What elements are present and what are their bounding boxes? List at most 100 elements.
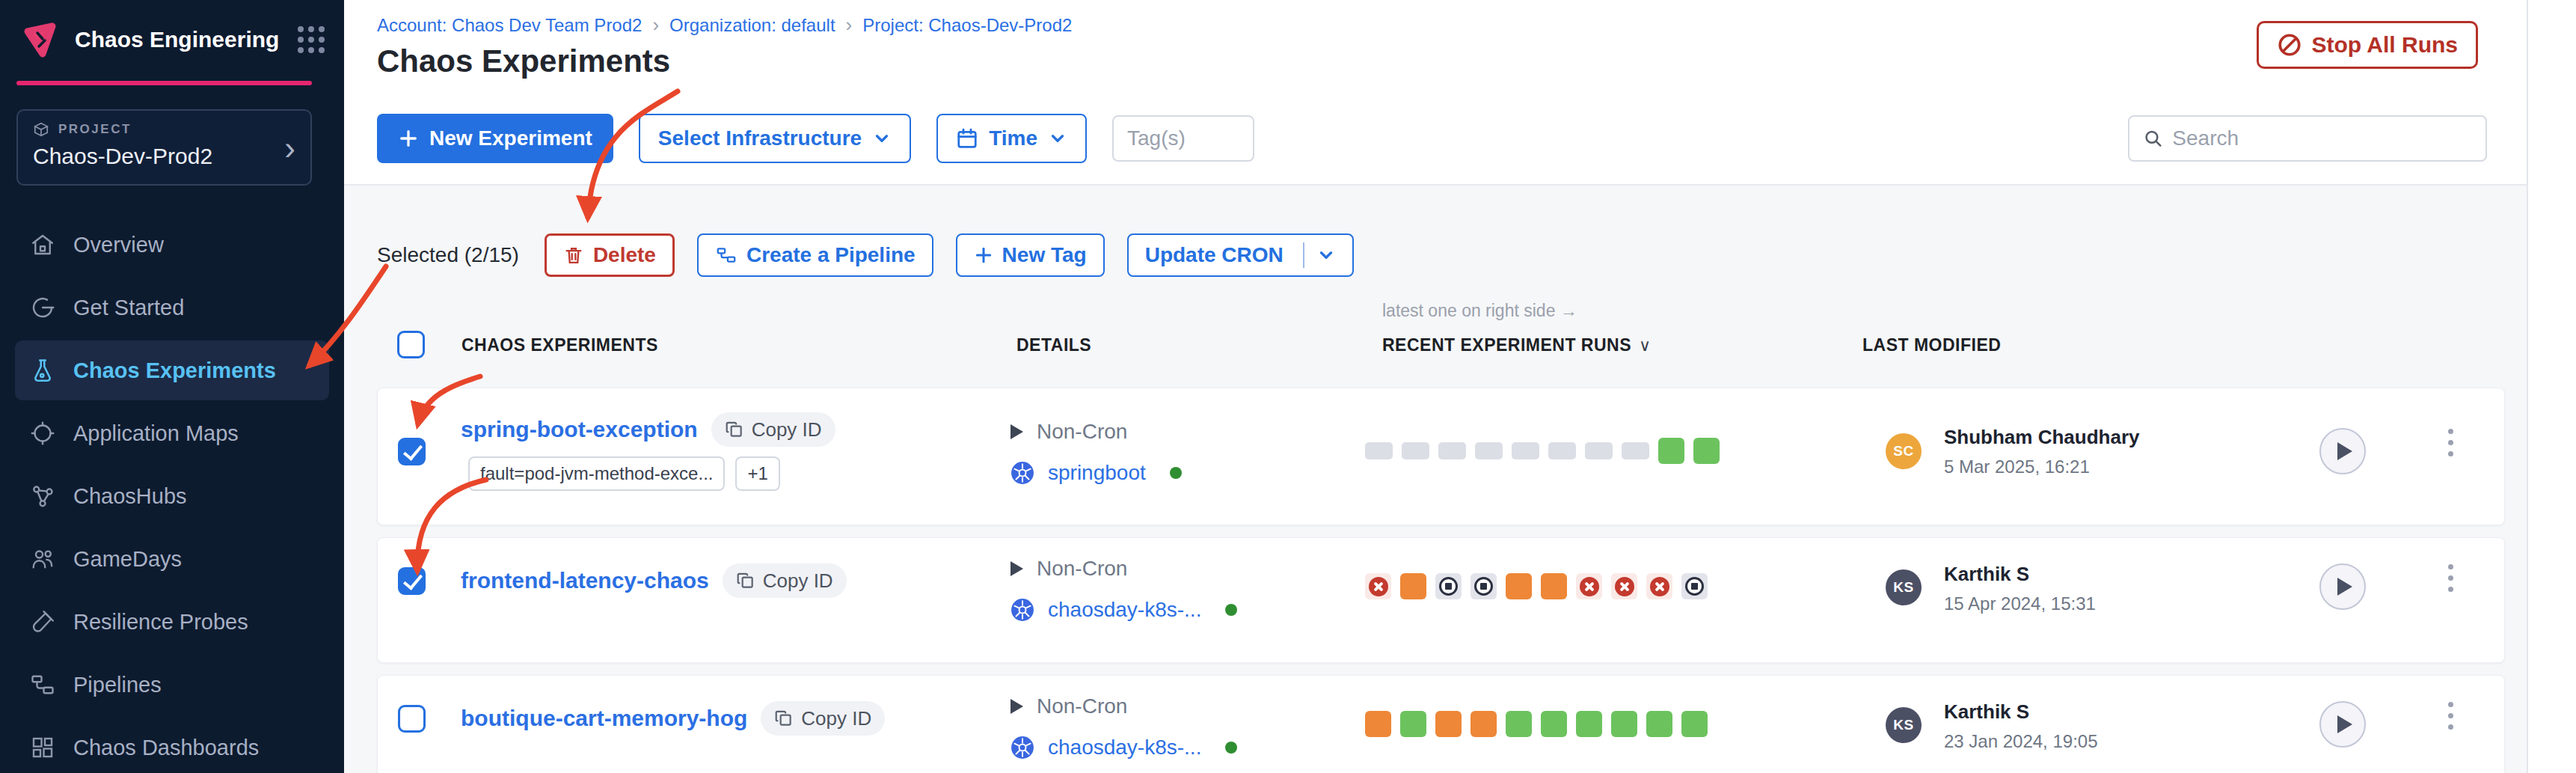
kubernetes-icon [1011,736,1034,760]
run-indicator-green[interactable] [1693,438,1720,464]
module-grid-icon[interactable] [298,26,325,53]
selection-bar: Selected (2/15) Delete Create a Pipeline [377,233,1354,277]
select-all-checkbox[interactable] [397,331,425,358]
run-indicator-green[interactable] [1611,711,1637,737]
project-selector[interactable]: PROJECT Chaos-Dev-Prod2 › [16,109,312,186]
breadcrumb-account-link[interactable]: Account: Chaos Dev Team Prod2 [377,15,642,36]
expand-triangle-icon [1011,699,1023,714]
run-indicator-orange[interactable] [1400,573,1426,599]
sidebar-item-resilience-probes[interactable]: Resilience Probes [15,592,329,652]
run-indicator-fail[interactable] [1576,573,1602,599]
experiment-name-link[interactable]: spring-boot-exception [461,417,698,442]
sidebar-item-pipelines[interactable]: Pipelines [15,655,329,715]
schedule-line[interactable]: Non-Cron [1011,557,1127,581]
experiment-name-line: frontend-latency-chaos Copy ID [461,563,847,598]
run-indicator-fail[interactable] [1646,573,1672,599]
scrollbar-track[interactable] [2527,0,2576,773]
run-experiment-button[interactable] [2319,563,2366,610]
run-indicator-gray[interactable] [1402,442,1429,459]
infrastructure-line: chaosday-k8s-... [1011,598,1237,622]
run-experiment-button[interactable] [2319,701,2366,748]
sidebar-item-gamedays[interactable]: GameDays [15,529,329,589]
crosshair-icon [28,419,57,447]
run-indicator-gray[interactable] [1438,442,1466,459]
breadcrumb-project-link[interactable]: Project: Chaos-Dev-Prod2 [862,15,1072,36]
tag-overflow-chip[interactable]: +1 [735,456,779,491]
run-indicator-orange[interactable] [1471,711,1497,737]
stop-all-runs-button[interactable]: Stop All Runs [2257,21,2478,69]
row-checkbox[interactable] [398,705,426,733]
tag-chip[interactable]: fault=pod-jvm-method-exce... [468,456,725,491]
run-indicator-green[interactable] [1646,711,1672,737]
row-checkbox[interactable] [398,438,426,465]
experiment-name-link[interactable]: frontend-latency-chaos [461,568,709,593]
update-cron-button[interactable]: Update CRON [1127,233,1354,277]
run-indicator-orange[interactable] [1365,711,1391,737]
run-indicator-orange[interactable] [1541,573,1567,599]
sidebar-item-chaoshubs[interactable]: ChaosHubs [15,466,329,526]
column-header-runs[interactable]: RECENT EXPERIMENT RUNS∨ [1382,335,1652,355]
row-menu-button[interactable] [2439,564,2462,592]
run-indicator-green[interactable] [1576,711,1602,737]
copy-id-button[interactable]: Copy ID [711,412,835,447]
run-indicator-fail[interactable] [1611,573,1637,599]
sidebar-item-application-maps[interactable]: Application Maps [15,403,329,463]
sidebar-item-overview[interactable]: Overview [15,215,329,275]
experiment-row-boutique-cart-memory-hog: boutique-cart-memory-hog Copy ID Non-Cro… [377,675,2505,773]
experiment-name-link[interactable]: boutique-cart-memory-hog [461,706,747,731]
infrastructure-link[interactable]: chaosday-k8s-... [1048,736,1201,760]
sidebar-item-chaos-dashboards[interactable]: Chaos Dashboards [15,718,329,773]
row-checkbox[interactable] [398,567,426,595]
main-area: Account: Chaos Dev Team Prod2 › Organiza… [344,0,2527,773]
delete-button[interactable]: Delete [545,233,675,277]
breadcrumb-org-link[interactable]: Organization: default [669,15,835,36]
new-tag-button[interactable]: New Tag [956,233,1105,277]
time-filter-dropdown[interactable]: Time [936,114,1087,163]
tags-filter-input[interactable] [1127,126,1239,150]
chevron-down-icon [1048,129,1067,148]
schedule-line[interactable]: Non-Cron [1011,694,1127,718]
app-window: Chaos Engineering PROJECT Chaos-Dev-Prod… [0,0,2576,773]
chevron-down-icon[interactable] [1316,245,1336,265]
copy-id-button[interactable]: Copy ID [723,563,847,598]
run-indicator-green[interactable] [1681,711,1708,737]
pipeline-icon [715,244,737,266]
run-indicator-gray[interactable] [1512,442,1539,459]
modified-by-name: Shubham Chaudhary [1944,426,2139,449]
infrastructure-link[interactable]: springboot [1048,461,1146,485]
schedule-type: Non-Cron [1037,557,1127,581]
search-input[interactable] [2172,126,2472,150]
infrastructure-line: springboot [1011,461,1182,485]
sidebar-item-label: GameDays [73,547,182,572]
run-indicator-gray[interactable] [1548,442,1576,459]
new-experiment-button[interactable]: New Experiment [377,114,613,163]
toolbar: New Experiment Select Infrastructure Tim… [377,114,2487,163]
chevron-right-icon: › [284,132,295,165]
run-indicator-stop[interactable] [1435,573,1462,599]
run-indicator-green[interactable] [1541,711,1567,737]
run-indicator-green[interactable] [1658,438,1684,464]
select-infrastructure-dropdown[interactable]: Select Infrastructure [639,114,911,163]
infrastructure-link[interactable]: chaosday-k8s-... [1048,598,1201,622]
run-indicator-stop[interactable] [1471,573,1497,599]
row-menu-button[interactable] [2439,702,2462,730]
run-indicator-gray[interactable] [1475,442,1503,459]
run-indicator-gray[interactable] [1585,442,1613,459]
sidebar-item-get-started[interactable]: Get Started [15,278,329,337]
sidebar-item-chaos-experiments[interactable]: Chaos Experiments [15,340,329,400]
run-indicator-orange[interactable] [1435,711,1462,737]
run-indicator-gray[interactable] [1622,442,1649,459]
run-indicator-orange[interactable] [1506,573,1532,599]
experiment-row-frontend-latency-chaos: frontend-latency-chaos Copy ID Non-Cron [377,537,2505,663]
run-indicator-stop[interactable] [1681,573,1708,599]
row-menu-button[interactable] [2439,429,2462,456]
run-indicator-fail[interactable] [1365,573,1391,599]
copy-id-button[interactable]: Copy ID [761,701,885,736]
create-pipeline-button[interactable]: Create a Pipeline [697,233,933,277]
run-indicator-green[interactable] [1506,711,1532,737]
schedule-line[interactable]: Non-Cron [1011,420,1127,444]
tags-filter-field [1112,115,1254,162]
run-indicator-gray[interactable] [1365,442,1393,459]
run-experiment-button[interactable] [2319,428,2366,474]
run-indicator-green[interactable] [1400,711,1426,737]
